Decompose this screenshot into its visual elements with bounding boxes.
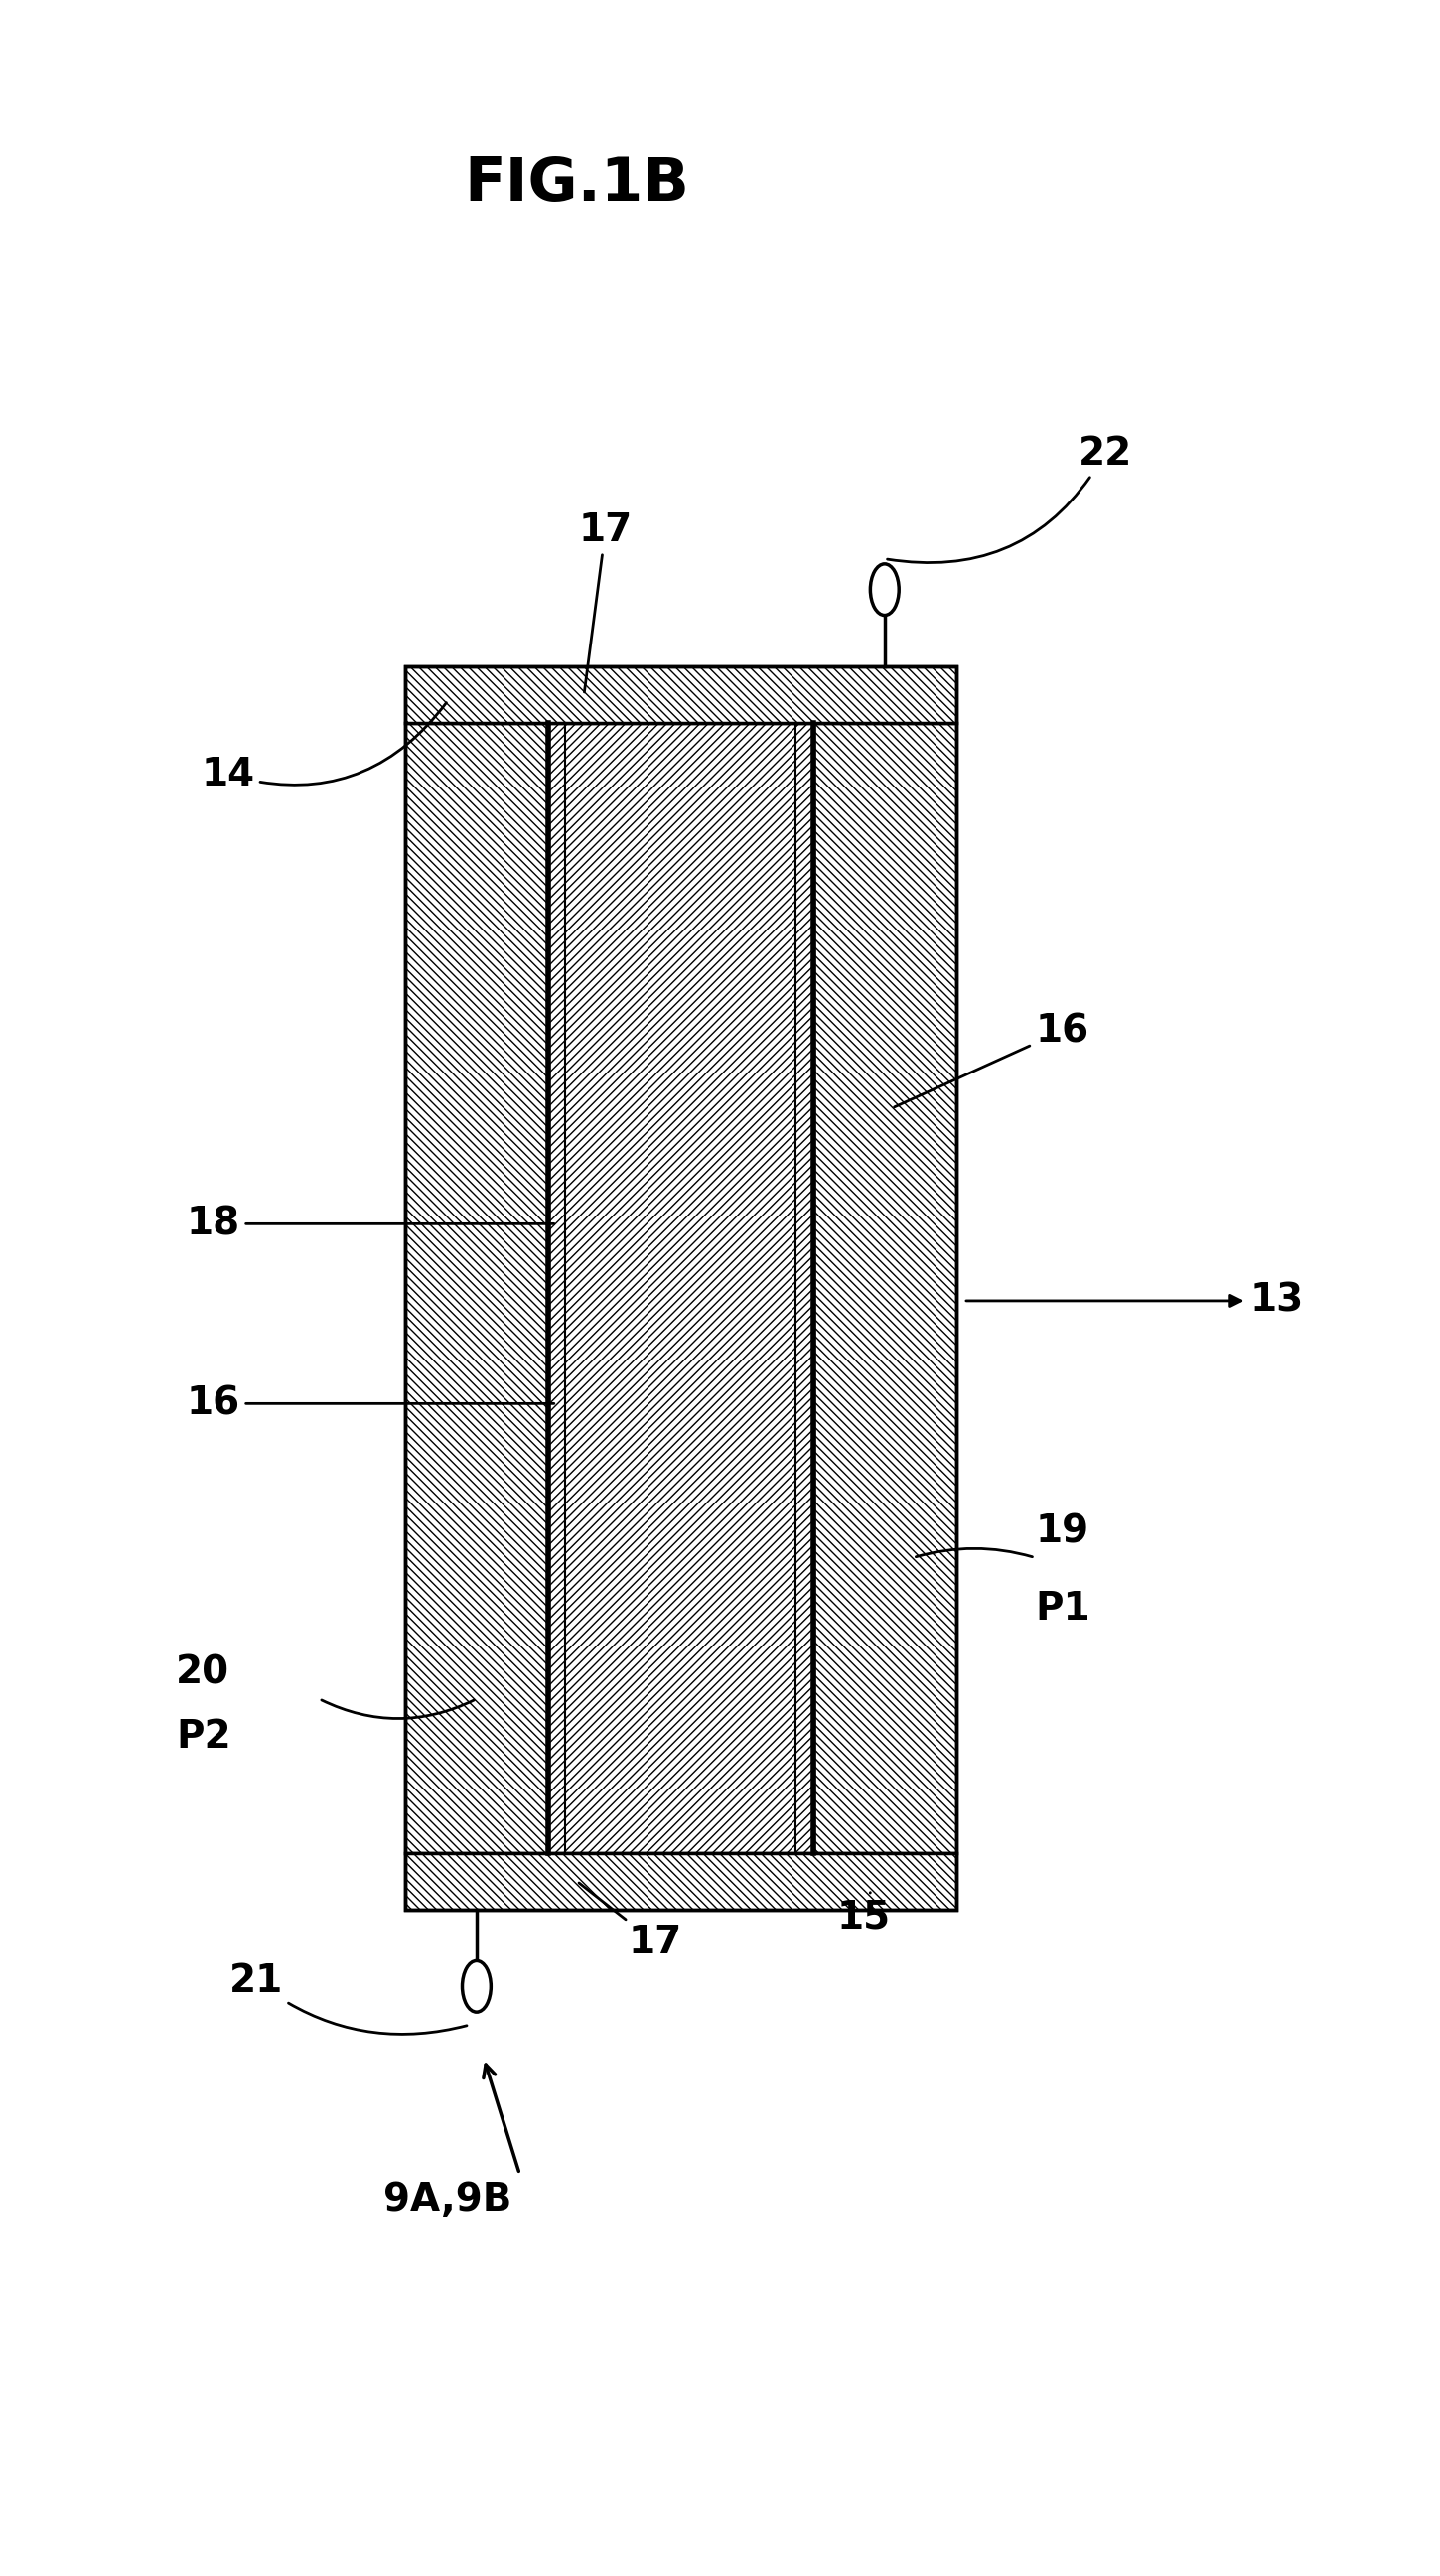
Text: 16: 16 <box>187 1386 554 1422</box>
Bar <box>405 667 956 1909</box>
Text: 15: 15 <box>837 1893 890 1937</box>
Text: 13: 13 <box>966 1283 1303 1319</box>
Text: 9A,9B: 9A,9B <box>383 2182 513 2218</box>
Text: 19: 19 <box>1035 1512 1089 1551</box>
Text: 16: 16 <box>894 1012 1089 1108</box>
Text: FIG.1B: FIG.1B <box>464 155 690 214</box>
Text: 17: 17 <box>579 1883 683 1963</box>
Bar <box>405 667 956 724</box>
Text: 22: 22 <box>887 435 1132 562</box>
Text: P1: P1 <box>1035 1589 1090 1628</box>
Text: 17: 17 <box>579 513 632 693</box>
Bar <box>814 724 956 1852</box>
Text: 14: 14 <box>202 703 446 793</box>
Bar <box>549 724 814 1852</box>
Text: 21: 21 <box>229 1963 467 2035</box>
Text: 18: 18 <box>187 1206 554 1242</box>
Text: P2: P2 <box>176 1718 232 1757</box>
Bar <box>405 1852 956 1909</box>
Circle shape <box>462 1960 491 2012</box>
Text: 20: 20 <box>176 1654 230 1692</box>
Circle shape <box>870 564 899 616</box>
Bar <box>405 724 549 1852</box>
